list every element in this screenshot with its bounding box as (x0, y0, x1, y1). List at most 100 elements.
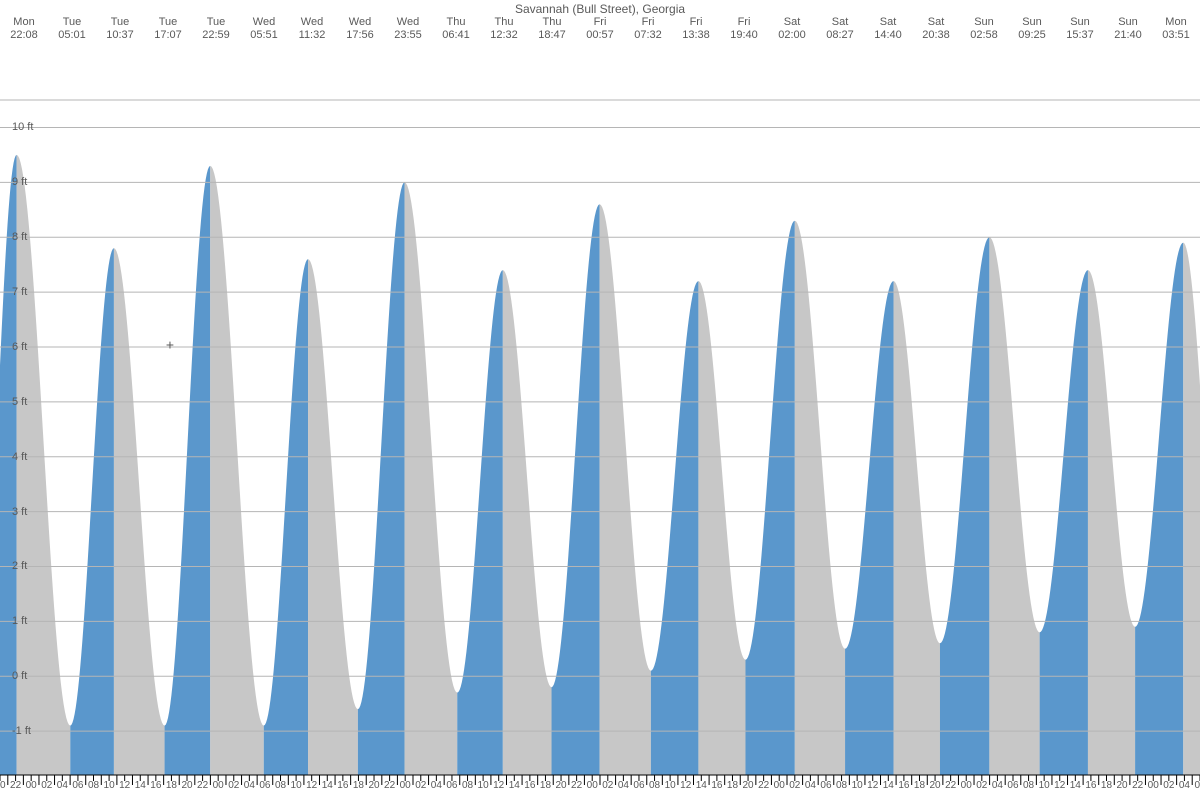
tide-rising-segment (552, 204, 600, 775)
y-axis-label: 5 ft (12, 396, 27, 408)
x-axis-label: 14 (135, 780, 146, 791)
x-axis-label: 02 (602, 780, 613, 791)
x-axis-label: 16 (898, 780, 909, 791)
tide-rising-segment (845, 281, 893, 775)
x-axis-label: 06 (1194, 780, 1200, 791)
x-axis-label: 06 (259, 780, 270, 791)
tide-rising-segment (940, 237, 989, 775)
x-axis-label: 02 (976, 780, 987, 791)
x-axis-label: 22 (1132, 780, 1143, 791)
y-axis-label: 0 ft (12, 670, 27, 682)
x-axis-label: 12 (680, 780, 691, 791)
tide-falling-segment (405, 182, 458, 775)
y-axis-label: 4 ft (12, 451, 27, 463)
x-axis-label: 14 (322, 780, 333, 791)
x-axis-label: 04 (1179, 780, 1190, 791)
x-axis-label: 06 (446, 780, 457, 791)
x-axis-label: 06 (72, 780, 83, 791)
x-axis-label: 22 (945, 780, 956, 791)
x-axis-label: 12 (119, 780, 130, 791)
tide-falling-segment (503, 270, 552, 775)
x-axis-label: 20 (181, 780, 192, 791)
y-axis-label: 1 ft (12, 615, 27, 627)
y-axis-label: -1 ft (12, 725, 31, 737)
x-axis-label: 00 (774, 780, 785, 791)
x-axis-label: 06 (1007, 780, 1018, 791)
x-axis-label: 04 (618, 780, 629, 791)
x-axis-label: 22 (384, 780, 395, 791)
x-axis-label: 12 (867, 780, 878, 791)
x-axis-label: 00 (400, 780, 411, 791)
x-axis-label: 00 (1148, 780, 1159, 791)
x-axis-label: 02 (415, 780, 426, 791)
x-axis-label: 20 (1117, 780, 1128, 791)
x-axis-label: 08 (1023, 780, 1034, 791)
x-axis-label: 04 (992, 780, 1003, 791)
x-axis-label: 18 (540, 780, 551, 791)
x-axis-label: 18 (1101, 780, 1112, 791)
x-axis-label: 12 (306, 780, 317, 791)
x-axis-label: 14 (509, 780, 520, 791)
x-axis-label: 08 (88, 780, 99, 791)
x-axis-label: 10 (1039, 780, 1050, 791)
x-axis-label: 04 (57, 780, 68, 791)
tide-falling-segment (894, 281, 940, 775)
x-axis-label: 22 (571, 780, 582, 791)
x-axis-label: 10 (665, 780, 676, 791)
x-axis-label: 16 (524, 780, 535, 791)
x-axis-label: 06 (633, 780, 644, 791)
x-axis-label: 14 (883, 780, 894, 791)
x-axis-label: 18 (914, 780, 925, 791)
x-axis-label: 22 (197, 780, 208, 791)
tide-rising-segment (1040, 270, 1088, 775)
tide-rising-segment (358, 182, 405, 775)
tide-rising-segment (165, 166, 211, 775)
x-axis-label: 02 (789, 780, 800, 791)
tide-falling-segment (795, 221, 845, 775)
x-axis-label: 14 (1070, 780, 1081, 791)
x-axis-label: 20 (930, 780, 941, 791)
tide-falling-segment (989, 237, 1039, 775)
y-axis-label: 9 ft (12, 176, 27, 188)
cursor-marker: + (166, 337, 174, 353)
x-axis-label: 18 (166, 780, 177, 791)
x-axis-label: 00 (213, 780, 224, 791)
x-axis-label: 12 (1054, 780, 1065, 791)
x-axis-label: 18 (727, 780, 738, 791)
x-axis-label: 04 (805, 780, 816, 791)
x-axis-label: 16 (711, 780, 722, 791)
y-axis-label: 10 ft (12, 121, 33, 133)
x-axis-label: 08 (836, 780, 847, 791)
x-axis-label: 00 (26, 780, 37, 791)
tide-rising-segment (1135, 243, 1183, 775)
x-axis-label: 20 (742, 780, 753, 791)
x-axis-label: 20 (555, 780, 566, 791)
x-axis-label: 22 (758, 780, 769, 791)
x-axis-label: 10 (478, 780, 489, 791)
x-axis-label: 00 (961, 780, 972, 791)
x-axis-label: 20 (0, 780, 6, 791)
y-axis-label: 3 ft (12, 506, 27, 518)
x-axis-label: 06 (820, 780, 831, 791)
y-axis-label: 2 ft (12, 560, 27, 572)
y-axis-label: 6 ft (12, 341, 27, 353)
x-axis-label: 12 (493, 780, 504, 791)
x-axis-label: 04 (244, 780, 255, 791)
tide-chart: + -1 ft0 ft1 ft2 ft3 ft4 ft5 ft6 ft7 ft8… (0, 0, 1200, 800)
x-axis-label: 00 (587, 780, 598, 791)
tide-rising-segment (651, 281, 699, 775)
tide-falling-segment (698, 281, 745, 775)
tide-falling-segment (1183, 243, 1200, 775)
x-axis-label: 18 (353, 780, 364, 791)
y-axis-label: 7 ft (12, 286, 27, 298)
x-axis-label: 08 (462, 780, 473, 791)
x-axis-label: 16 (337, 780, 348, 791)
x-axis-label: 10 (104, 780, 115, 791)
x-axis-label: 04 (431, 780, 442, 791)
tide-falling-segment (600, 204, 651, 775)
x-axis-label: 20 (368, 780, 379, 791)
x-axis-label: 02 (41, 780, 52, 791)
x-axis-label: 14 (696, 780, 707, 791)
x-axis-label: 08 (275, 780, 286, 791)
tide-chart-svg: + (0, 0, 1200, 800)
